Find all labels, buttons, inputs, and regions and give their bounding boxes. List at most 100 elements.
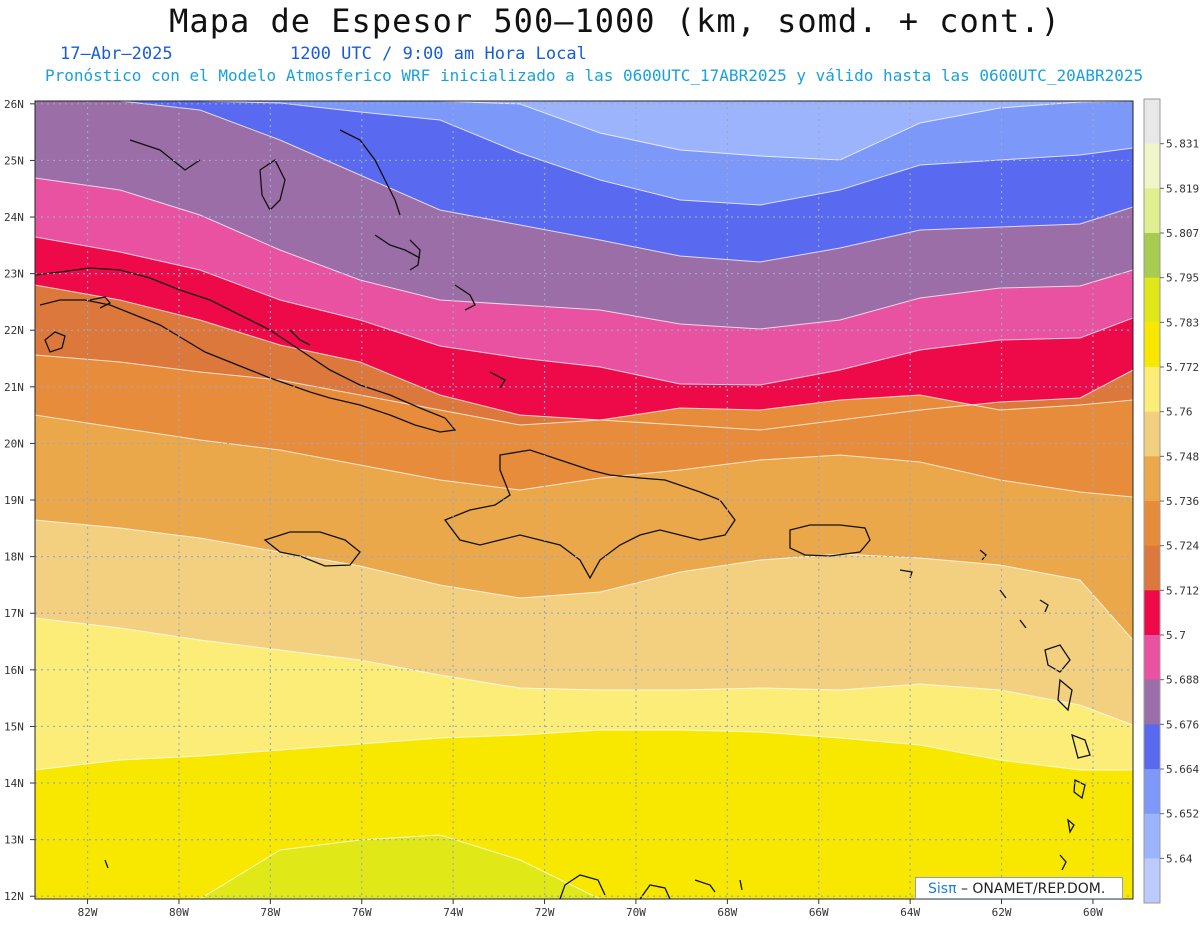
lat-label: 17N bbox=[4, 607, 24, 620]
colorbar-swatch bbox=[1144, 635, 1160, 681]
colorbar-label: 5.807 bbox=[1166, 227, 1199, 240]
colorbar-swatch bbox=[1144, 99, 1160, 145]
lat-label: 18N bbox=[4, 551, 24, 564]
colorbar-swatch bbox=[1144, 277, 1160, 323]
coastline bbox=[1039, 599, 1049, 613]
colorbar-swatch bbox=[1144, 501, 1160, 547]
colorbar-label: 5.772 bbox=[1166, 361, 1199, 374]
colorbar-label: 5.831 bbox=[1166, 138, 1199, 151]
coastline bbox=[694, 879, 716, 893]
coastline bbox=[35, 267, 457, 433]
colorbar-label: 5.64 bbox=[1166, 852, 1193, 865]
colorbar-swatch bbox=[1144, 456, 1160, 502]
lon-label: 82W bbox=[78, 906, 98, 919]
coastline bbox=[979, 549, 987, 561]
colorbar-label: 5.676 bbox=[1166, 718, 1199, 731]
lon-label: 76W bbox=[352, 906, 372, 919]
lon-label: 60W bbox=[1083, 906, 1103, 919]
coastline bbox=[339, 129, 401, 216]
lon-label: 72W bbox=[535, 906, 555, 919]
colorbar-label: 5.819 bbox=[1166, 182, 1199, 195]
colorbar-swatch bbox=[1144, 188, 1160, 234]
coastline bbox=[1073, 778, 1086, 800]
lon-label: 64W bbox=[900, 906, 920, 919]
contour-line bbox=[35, 414, 1133, 498]
colorbar-swatch bbox=[1144, 322, 1160, 368]
colorbar-label: 5.652 bbox=[1166, 808, 1199, 821]
contour-line bbox=[35, 101, 1133, 263]
credit-text: – ONAMET/REP.DOM. bbox=[956, 881, 1106, 897]
coastline bbox=[789, 524, 871, 557]
lat-label: 22N bbox=[4, 324, 24, 337]
lat-label: 25N bbox=[4, 154, 24, 167]
lon-label: 80W bbox=[169, 906, 189, 919]
credit-brand: Sisπ bbox=[928, 881, 957, 897]
colorbar-swatch bbox=[1144, 545, 1160, 591]
coastline bbox=[1019, 619, 1027, 629]
colorbar-label: 5.748 bbox=[1166, 450, 1199, 463]
colorbar-swatch bbox=[1144, 813, 1160, 859]
colorbar-label: 5.724 bbox=[1166, 540, 1199, 553]
colorbar-label: 5.688 bbox=[1166, 674, 1199, 687]
lat-label: 23N bbox=[4, 268, 24, 281]
colorbar-label: 5.76 bbox=[1166, 406, 1193, 419]
coastline bbox=[559, 874, 606, 899]
contour-line bbox=[35, 236, 1133, 386]
lat-label: 26N bbox=[4, 98, 24, 111]
band-13 bbox=[35, 835, 1133, 899]
forecast-time: 1200 UTC / 9:00 am Hora Local bbox=[290, 44, 587, 64]
map-title: Mapa de Espesor 500—1000 (km, somd. + co… bbox=[169, 2, 1061, 40]
coastline bbox=[739, 879, 743, 891]
coastline bbox=[1044, 644, 1071, 673]
lat-label: 19N bbox=[4, 494, 24, 507]
credit-box: Sisπ – ONAMET/REP.DOM. bbox=[915, 877, 1123, 899]
contour-line bbox=[35, 101, 1133, 161]
lat-label: 14N bbox=[4, 777, 24, 790]
colorbar-swatch bbox=[1144, 724, 1160, 770]
lat-label: 16N bbox=[4, 664, 24, 677]
coastline bbox=[443, 449, 736, 580]
lat-label: 15N bbox=[4, 720, 24, 733]
contour-line bbox=[35, 177, 1133, 330]
coastline bbox=[1067, 818, 1075, 834]
forecast-description: Pronóstico con el Modelo Atmosferico WRF… bbox=[45, 66, 1144, 85]
colorbar-label: 5.7 bbox=[1166, 629, 1186, 642]
lat-lon-grid bbox=[35, 101, 1133, 899]
lat-label: 12N bbox=[4, 890, 24, 903]
lon-label: 68W bbox=[717, 906, 737, 919]
coastline bbox=[104, 859, 109, 869]
coastline bbox=[89, 296, 112, 309]
colorbar-swatch bbox=[1144, 590, 1160, 636]
colorbar-swatch bbox=[1144, 679, 1160, 725]
contour-line bbox=[35, 354, 1133, 426]
colorbar-label: 5.783 bbox=[1166, 316, 1199, 329]
coastline bbox=[44, 331, 66, 353]
colorbar-swatch bbox=[1144, 233, 1160, 279]
colorbar-label: 5.736 bbox=[1166, 495, 1199, 508]
longitude-labels: 82W 80W 78W 76W 74W 72W 70W 68W 66W 64W 62W 60W bbox=[78, 899, 1103, 919]
coastline bbox=[1059, 854, 1067, 871]
lat-label: 13N bbox=[4, 834, 24, 847]
colorbar-swatch bbox=[1144, 411, 1160, 457]
forecast-date: 17–Abr–2025 bbox=[60, 44, 173, 64]
colorbar-swatch bbox=[1144, 769, 1160, 815]
colorbar-label: 5.712 bbox=[1166, 584, 1199, 597]
lon-label: 62W bbox=[992, 906, 1012, 919]
colorbar-label: 5.795 bbox=[1166, 272, 1199, 285]
lon-label: 74W bbox=[443, 906, 463, 919]
coastline bbox=[409, 239, 421, 271]
lat-label: 24N bbox=[4, 211, 24, 224]
contour-line bbox=[35, 519, 1133, 641]
colorbar-swatch bbox=[1144, 143, 1160, 189]
coastlines bbox=[35, 129, 1091, 899]
contour-line bbox=[35, 101, 1133, 206]
contour-line bbox=[35, 729, 1133, 771]
lat-label: 20N bbox=[4, 437, 24, 450]
coastline bbox=[263, 531, 361, 567]
lat-label: 21N bbox=[4, 381, 24, 394]
contour-lines bbox=[35, 101, 1133, 899]
coastline bbox=[374, 234, 421, 259]
lon-label: 66W bbox=[809, 906, 829, 919]
lon-label: 78W bbox=[260, 906, 280, 919]
